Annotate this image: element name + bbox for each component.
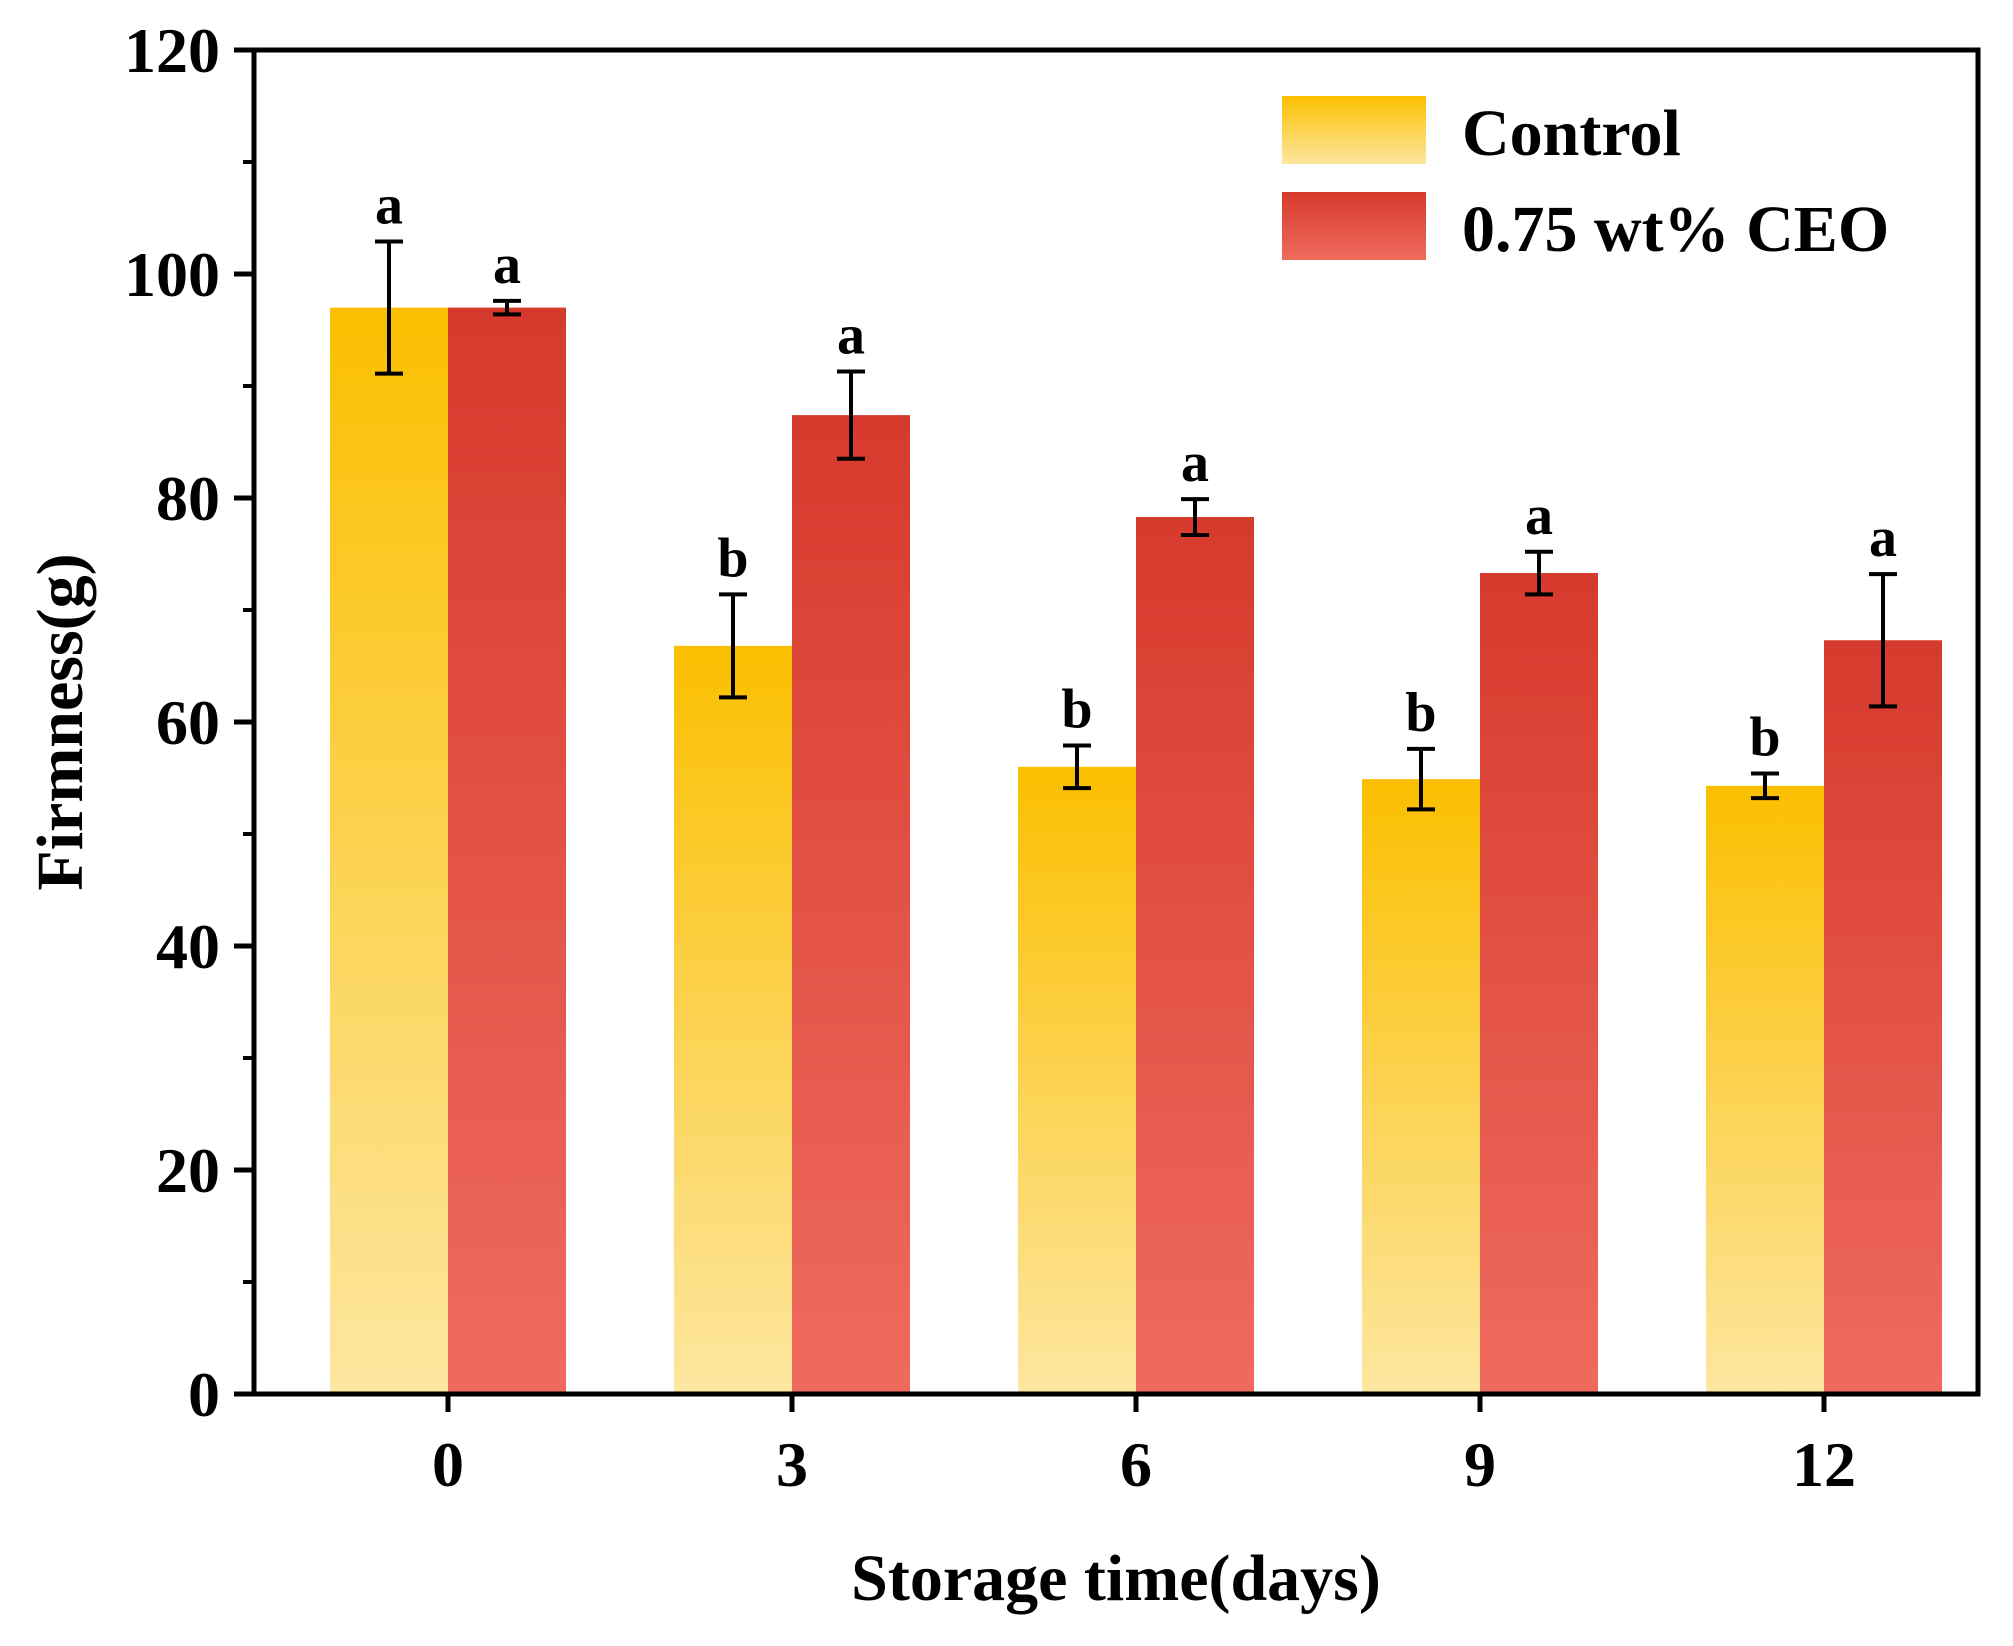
error-bar-control-day-12 (1751, 771, 1779, 801)
x-axis: 0 3 6 9 12 (432, 1394, 1856, 1500)
bar-ceo-day-12 (1824, 640, 1942, 1394)
error-bar-control-day-6 (1063, 743, 1091, 791)
y-tick-label: 0 (188, 1359, 220, 1430)
bar-control-day-9 (1362, 779, 1480, 1394)
x-tick-label-day-9: 9 (1464, 1429, 1496, 1500)
significance-letter-control-day-6: b (1061, 679, 1092, 741)
significance-letter-control-day-3: b (717, 527, 748, 589)
error-bar-ceo-day-3 (837, 369, 865, 461)
error-bars-layer (375, 239, 1897, 812)
bar-control-day-3 (674, 645, 792, 1394)
bar-control-day-0 (330, 307, 448, 1395)
significance-letters-layer: a a b a b a b a b a (375, 175, 1897, 769)
error-bar-ceo-day-12 (1869, 572, 1897, 709)
significance-letter-ceo-day-3: a (837, 304, 865, 366)
legend-label-ceo: 0.75 wt% CEO (1462, 193, 1889, 266)
bar-control-day-6 (1018, 766, 1136, 1394)
x-tick-label-day-0: 0 (432, 1429, 464, 1500)
error-bar-control-day-0 (375, 239, 403, 376)
y-tick-label: 60 (156, 687, 220, 758)
significance-letter-control-day-0: a (375, 175, 403, 237)
y-tick-label: 120 (124, 15, 220, 86)
legend-swatch-ceo (1282, 192, 1426, 260)
y-tick-label: 80 (156, 463, 220, 534)
significance-letter-ceo-day-12: a (1869, 507, 1897, 569)
significance-letter-ceo-day-0: a (493, 234, 521, 296)
y-axis-title: Firmness(g) (24, 553, 97, 890)
significance-letter-ceo-day-6: a (1181, 432, 1209, 494)
bar-ceo-day-0 (448, 307, 566, 1395)
bar-ceo-day-6 (1136, 517, 1254, 1394)
error-bar-ceo-day-6 (1181, 497, 1209, 537)
bars-layer (330, 307, 1942, 1395)
bar-control-day-12 (1706, 785, 1824, 1394)
error-bar-ceo-day-9 (1525, 549, 1553, 597)
legend: Control 0.75 wt% CEO (1282, 96, 1889, 266)
significance-letter-control-day-12: b (1749, 707, 1780, 769)
x-tick-label-day-12: 12 (1792, 1429, 1856, 1500)
legend-label-control: Control (1462, 97, 1681, 170)
x-tick-label-day-3: 3 (776, 1429, 808, 1500)
legend-swatch-control (1282, 96, 1426, 164)
error-bar-control-day-3 (719, 592, 747, 700)
bar-ceo-day-9 (1480, 573, 1598, 1394)
error-bar-control-day-9 (1407, 746, 1435, 812)
y-tick-label: 20 (156, 1135, 220, 1206)
bar-ceo-day-3 (792, 415, 910, 1394)
y-axis: 0 20 40 60 80 100 120 (124, 15, 254, 1430)
x-tick-label-day-6: 6 (1120, 1429, 1152, 1500)
x-axis-title: Storage time(days) (851, 1542, 1381, 1615)
error-bar-ceo-day-0 (493, 298, 521, 317)
y-tick-label: 100 (124, 239, 220, 310)
significance-letter-control-day-9: b (1405, 682, 1436, 744)
y-tick-label: 40 (156, 911, 220, 982)
significance-letter-ceo-day-9: a (1525, 485, 1553, 547)
